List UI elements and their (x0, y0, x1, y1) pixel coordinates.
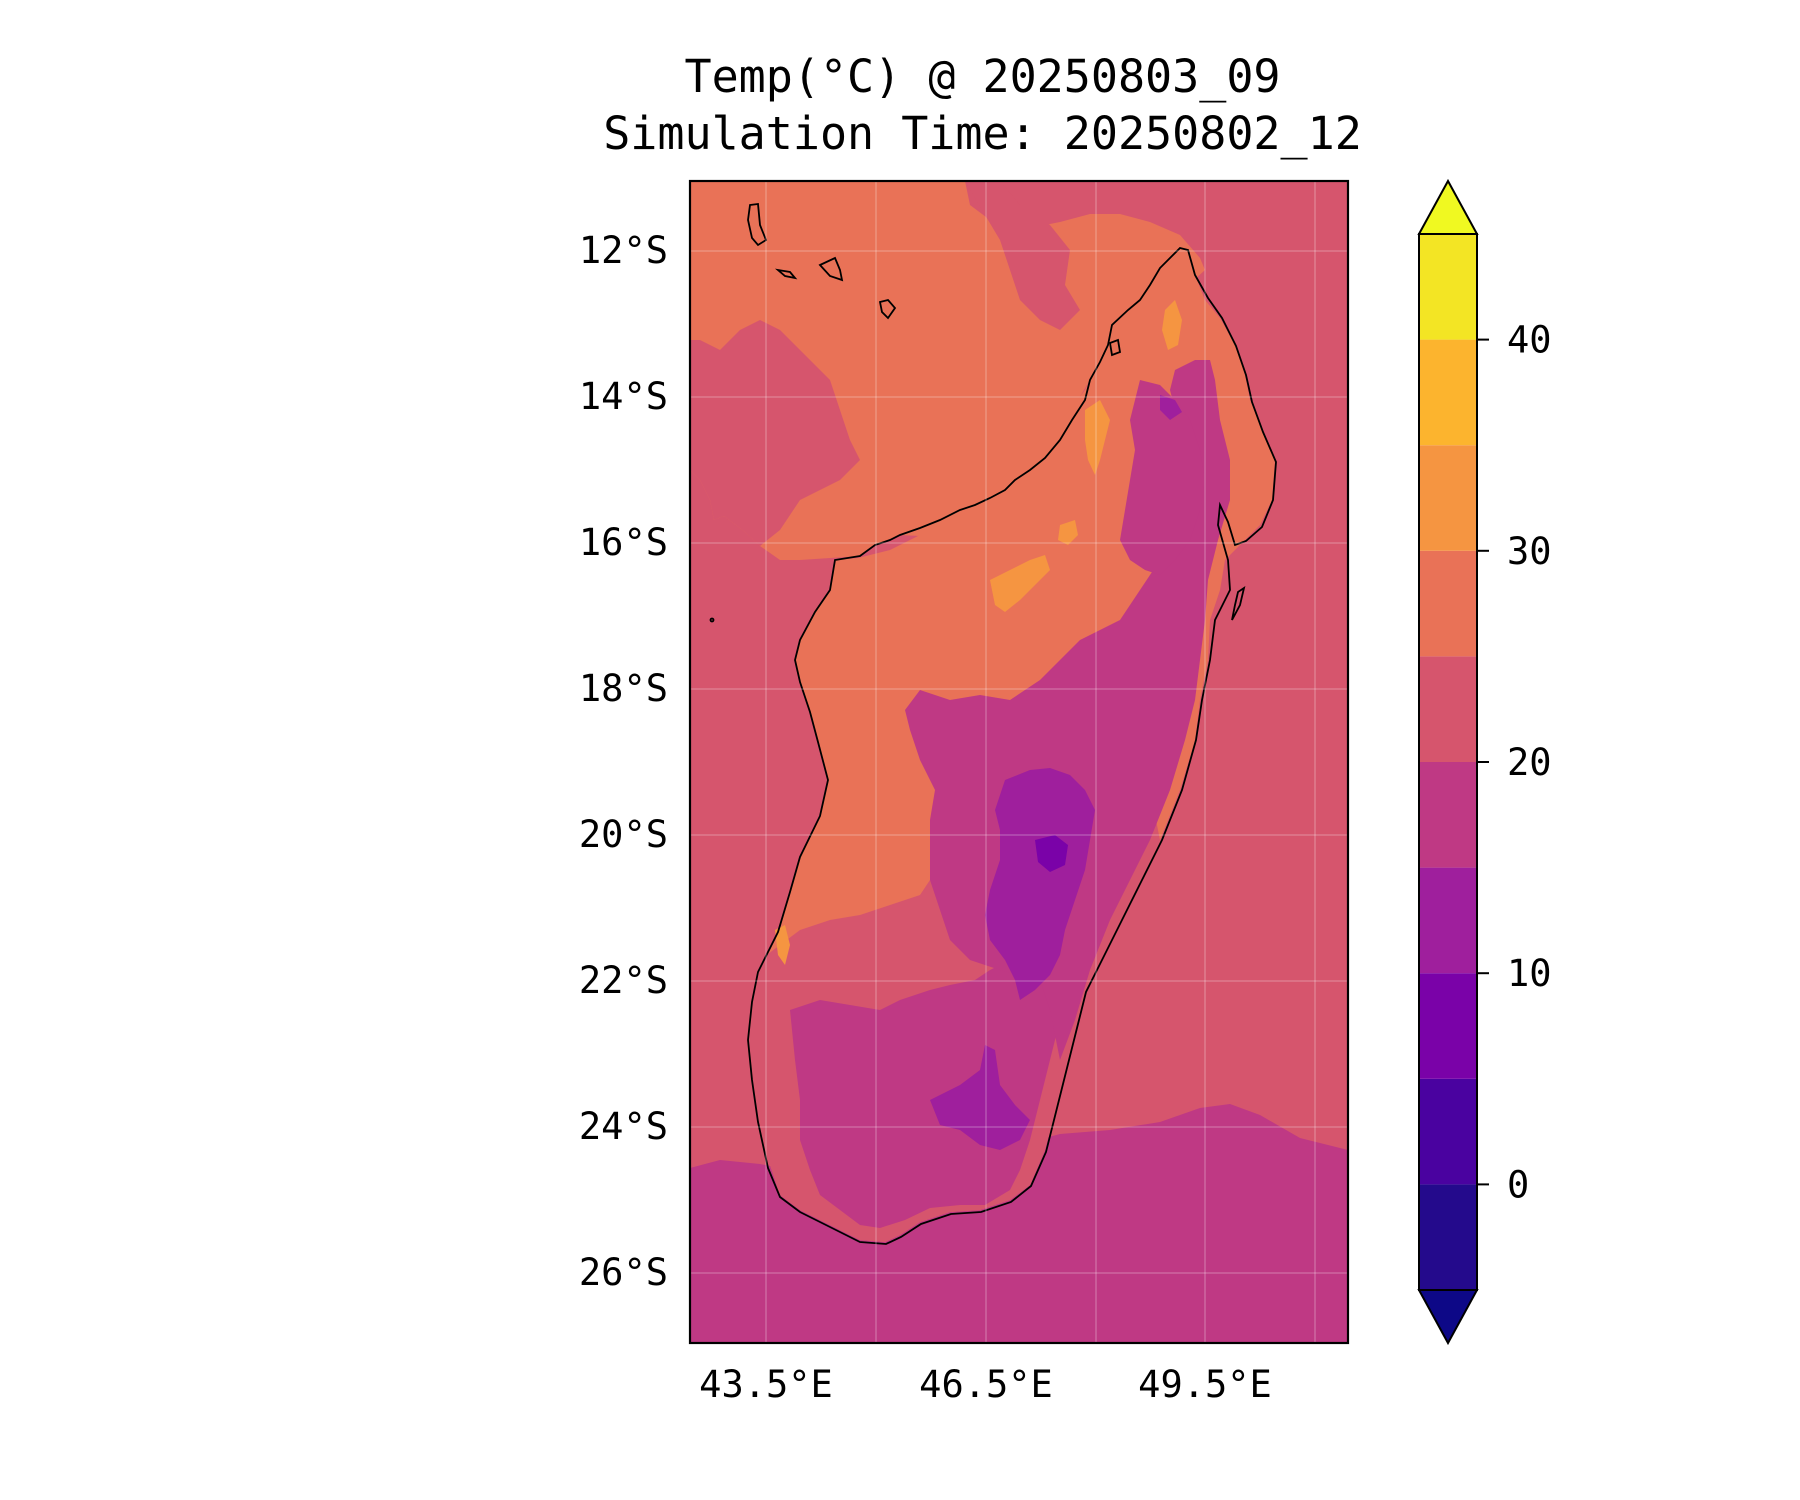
lat-tick-label: 16°S (579, 521, 668, 564)
colorbar-over-triangle (1417, 178, 1479, 235)
colorbar-segment (1419, 762, 1477, 868)
land-cool-north (1160, 395, 1182, 420)
land-highlands-central (905, 360, 1230, 1060)
map-frame (688, 179, 1350, 1345)
land-hot-west (775, 925, 790, 965)
colorbar-segment (1419, 234, 1477, 340)
lon-tick-label: 49.5°E (1138, 1363, 1272, 1406)
colorbar-segment (1419, 973, 1477, 1079)
colorbar-segments (1419, 234, 1477, 1290)
ocean-cool-patch-nw (965, 181, 1080, 330)
lon-tick-label: 43.5°E (699, 1363, 833, 1406)
land-cool-core (985, 768, 1095, 1000)
colorbar: 40 30 20 10 0 (1417, 178, 1552, 1346)
colorbar-tick-label: 30 (1507, 530, 1552, 573)
colorbar-segment (1419, 339, 1477, 446)
colorbar-segment (1419, 867, 1477, 974)
map-title: Temp(°C) @ 20250803_09 Simulation Time: 2… (555, 48, 1410, 162)
island-sainte-marie (1231, 585, 1246, 621)
lat-axis: 12°S 14°S 16°S 18°S 20°S 22°S 24°S 26°S (579, 229, 668, 1294)
lat-tick-label: 26°S (579, 1251, 668, 1294)
madagascar-coastline (747, 247, 1277, 1245)
colorbar-tick-label: 40 (1507, 319, 1552, 362)
ocean-band-south (690, 1104, 1348, 1343)
coastline (709, 202, 1277, 1245)
lon-tick-label: 46.5°E (919, 1363, 1053, 1406)
colorbar-tick-label: 10 (1507, 952, 1552, 995)
lat-tick-label: 24°S (579, 1105, 668, 1148)
island-moheli (818, 256, 844, 282)
island-glorioso (878, 298, 897, 320)
colorbar-under-triangle (1417, 1289, 1479, 1346)
gridlines (690, 181, 1348, 1343)
island-anjouan (774, 268, 798, 280)
colorbar-segment (1419, 1078, 1477, 1185)
lat-tick-label: 22°S (579, 959, 668, 1002)
land-hot-north (990, 300, 1182, 612)
land-cool-southcore (930, 1045, 1030, 1150)
land-highlands-north (1120, 380, 1205, 575)
colorbar-segment (1419, 445, 1477, 551)
colorbar-segment (1419, 1184, 1477, 1290)
lat-tick-label: 14°S (579, 375, 668, 418)
lat-tick-label: 18°S (579, 667, 668, 710)
lat-tick-label: 12°S (579, 229, 668, 272)
madagascar-land (748, 248, 1275, 1242)
island-nosy-be (1108, 338, 1122, 357)
ocean-cool-strip-north (690, 320, 860, 546)
lat-tick-label: 20°S (579, 813, 668, 856)
colorbar-ticks: 40 30 20 10 0 (1477, 319, 1552, 1206)
land-cold-spot (1035, 835, 1068, 872)
colorbar-tick-label: 0 (1507, 1163, 1529, 1206)
map-panel (688, 179, 1350, 1345)
title-line-2: Simulation Time: 20250802_12 (603, 107, 1362, 160)
land-highlands-south (790, 950, 1060, 1228)
lon-axis: 43.5°E 46.5°E 49.5°E (699, 1363, 1272, 1406)
islet-west (709, 617, 715, 623)
colorbar-tick-label: 20 (1507, 741, 1552, 784)
island-mayotte (747, 202, 768, 247)
title-line-1: Temp(°C) @ 20250803_09 (684, 50, 1281, 103)
colorbar-segment (1419, 656, 1477, 762)
colorbar-segment (1419, 550, 1477, 657)
